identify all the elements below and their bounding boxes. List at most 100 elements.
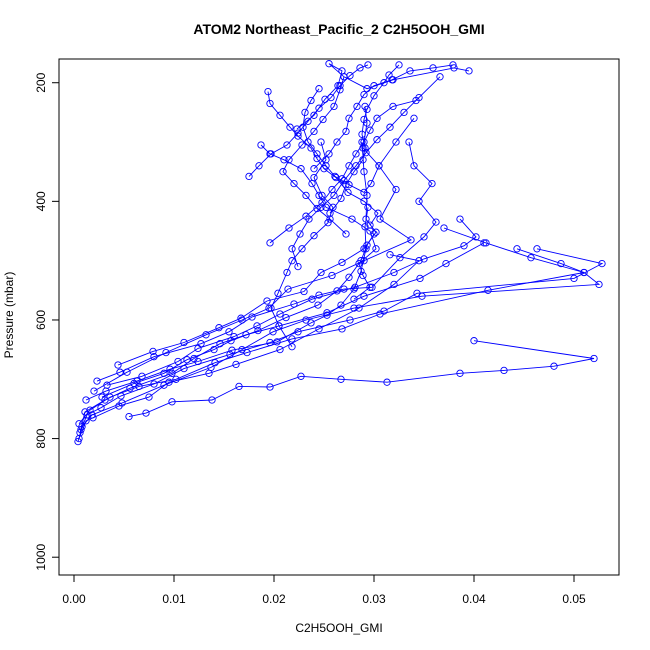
data-point bbox=[353, 102, 361, 111]
data-point bbox=[242, 331, 250, 339]
data-point bbox=[366, 283, 374, 291]
data-point bbox=[228, 346, 236, 354]
data-point bbox=[284, 285, 292, 293]
data-point bbox=[360, 188, 368, 197]
data-point bbox=[361, 223, 369, 231]
data-point bbox=[145, 393, 153, 401]
data-point bbox=[255, 162, 263, 170]
series-line bbox=[282, 76, 347, 235]
data-point bbox=[215, 324, 223, 332]
data-point bbox=[322, 162, 330, 170]
data-point bbox=[330, 102, 338, 111]
x-tick-label: 0.02 bbox=[262, 592, 286, 606]
data-point bbox=[367, 179, 375, 188]
data-point bbox=[420, 255, 428, 263]
data-point bbox=[288, 335, 296, 343]
data-point bbox=[456, 215, 464, 223]
data-point bbox=[370, 82, 378, 90]
x-tick-label: 0.05 bbox=[562, 592, 586, 606]
data-point bbox=[580, 268, 588, 277]
data-point bbox=[360, 197, 368, 205]
series-line bbox=[313, 64, 454, 170]
data-point bbox=[93, 377, 101, 385]
data-point bbox=[410, 162, 418, 170]
data-point bbox=[338, 325, 346, 333]
data-point bbox=[598, 259, 606, 268]
data-point bbox=[130, 379, 138, 388]
data-point bbox=[273, 338, 281, 346]
data-point bbox=[307, 319, 315, 327]
chart-title: ATOM2 Northeast_Pacific_2 C2H5OOH_GMI bbox=[193, 21, 484, 37]
data-point bbox=[276, 345, 284, 354]
series-line bbox=[267, 91, 379, 226]
y-axis: 200 400 600 800 1000 bbox=[34, 72, 60, 571]
data-point bbox=[304, 138, 312, 146]
y-tick-label: 200 bbox=[34, 72, 48, 92]
data-point bbox=[350, 295, 358, 303]
data-point bbox=[286, 123, 294, 131]
data-point bbox=[364, 61, 372, 69]
data-point bbox=[168, 398, 176, 406]
data-point bbox=[310, 127, 318, 136]
data-point bbox=[533, 245, 541, 253]
x-tick-label: 0.00 bbox=[62, 592, 86, 606]
data-point bbox=[180, 338, 188, 347]
data-point bbox=[211, 359, 219, 367]
y-tick-label: 400 bbox=[34, 191, 48, 211]
data-point bbox=[363, 241, 371, 249]
data-point bbox=[304, 117, 312, 125]
data-point bbox=[407, 236, 415, 244]
data-point bbox=[374, 209, 382, 217]
data-point bbox=[337, 301, 345, 309]
data-point bbox=[237, 314, 245, 322]
data-point bbox=[390, 280, 398, 289]
data-point bbox=[465, 67, 473, 75]
data-point bbox=[333, 287, 341, 295]
data-point bbox=[383, 378, 391, 386]
data-point bbox=[288, 343, 296, 351]
data-point bbox=[322, 203, 330, 211]
data-point bbox=[386, 123, 394, 131]
y-tick-label: 600 bbox=[34, 310, 48, 330]
data-point bbox=[297, 372, 305, 380]
data-point bbox=[346, 316, 354, 324]
data-point bbox=[149, 347, 157, 356]
data-point bbox=[86, 406, 94, 414]
data-point bbox=[375, 162, 383, 170]
data-point bbox=[310, 232, 318, 240]
data-point bbox=[285, 224, 293, 232]
data-point bbox=[366, 221, 374, 229]
data-point bbox=[456, 369, 464, 377]
data-point bbox=[500, 366, 508, 375]
data-point bbox=[325, 60, 333, 68]
data-point bbox=[436, 73, 444, 81]
data-point bbox=[313, 150, 321, 158]
data-point bbox=[413, 289, 421, 297]
data-point bbox=[89, 414, 97, 422]
data-point bbox=[263, 297, 271, 305]
data-point bbox=[318, 198, 326, 207]
data-point bbox=[392, 138, 400, 146]
data-point bbox=[267, 150, 275, 158]
data-point bbox=[368, 283, 376, 291]
data-point bbox=[245, 172, 253, 181]
series-line bbox=[248, 64, 369, 177]
data-point bbox=[412, 96, 420, 105]
data-point bbox=[165, 378, 173, 386]
data-point bbox=[123, 368, 131, 376]
data-point bbox=[355, 304, 363, 312]
data-point bbox=[400, 108, 408, 117]
data-point bbox=[366, 227, 374, 235]
data-point bbox=[337, 194, 345, 203]
data-point bbox=[336, 82, 344, 90]
series-line bbox=[106, 218, 477, 386]
data-point bbox=[372, 245, 380, 253]
data-point bbox=[97, 404, 105, 412]
data-point bbox=[310, 165, 318, 173]
data-point bbox=[350, 285, 358, 293]
data-point bbox=[326, 209, 334, 217]
data-point bbox=[294, 129, 302, 137]
data-point bbox=[392, 185, 400, 194]
